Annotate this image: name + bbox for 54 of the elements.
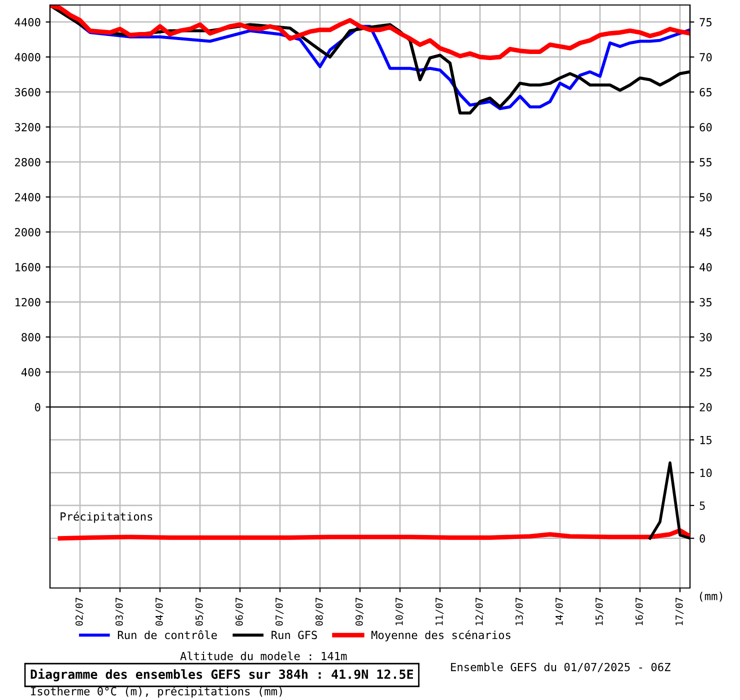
x-tick-label: 08/07 <box>315 598 324 626</box>
x-tick-label: 06/07 <box>235 598 244 626</box>
y-tick-label: 0 <box>700 534 705 543</box>
y-tick-label: 3600 <box>14 88 40 96</box>
x-tick-label: 07/07 <box>275 598 284 626</box>
y2-tick-label: 45 <box>700 228 712 236</box>
y2-tick-label: 50 <box>700 193 712 202</box>
y-tick-label: 400 <box>21 368 40 376</box>
legend-label: Run de contrôle <box>118 630 217 640</box>
x-tick-label: 04/07 <box>155 598 164 626</box>
y2-tick-label: 60 <box>700 123 712 132</box>
x-tick-label: 12/07 <box>475 598 484 626</box>
x-tick-label: 16/07 <box>635 598 644 626</box>
text: Isotherme 0°C (m), précipitations (mm) <box>31 686 282 698</box>
y2-tick-label: 55 <box>700 158 712 166</box>
x-tick-label: 10/07 <box>395 598 404 626</box>
y2-tick-label: 75 <box>700 18 712 26</box>
x-tick-label: 09/07 <box>355 598 364 626</box>
y-axis-title: (mm) <box>700 592 722 602</box>
y-tick-label: 1600 <box>16 262 40 272</box>
annotation: Précipitations <box>60 512 152 523</box>
y-tick-label: 10 <box>700 468 712 478</box>
x-tick-label: 17/07 <box>675 598 684 626</box>
x-tick-label: 05/07 <box>195 598 204 626</box>
y-tick-label: 2000 <box>15 228 40 236</box>
y-tick-label: 2800 <box>15 158 40 166</box>
y-tick-label: 15 <box>700 436 712 444</box>
x-tick-label: 11/07 <box>435 598 444 626</box>
text: Diagramme des ensembles GEFS sur 384h : 41.9N 12.5E <box>30 668 413 682</box>
x-tick-label: 14/07 <box>555 598 564 626</box>
y-tick-label: 0 <box>35 403 40 412</box>
y2-tick-label: 65 <box>700 88 712 96</box>
y-tick-label: 20 <box>700 403 712 412</box>
y2-tick-label: 30 <box>700 333 712 342</box>
y-tick-label: 3200 <box>14 122 40 132</box>
y2-tick-label: 25 <box>700 368 712 376</box>
legend-label: Run GFS <box>272 630 317 640</box>
y-tick-label: 4000 <box>14 52 40 62</box>
y2-tick-label: 70 <box>700 53 712 62</box>
y-tick-label: 1200 <box>16 298 40 306</box>
x-tick-label: 15/07 <box>595 598 604 626</box>
y-tick-label: 4400 <box>14 18 40 26</box>
y2-tick-label: 35 <box>700 298 712 306</box>
y-tick-label: 800 <box>22 333 40 342</box>
text: Altitude du modele : 141m <box>180 652 347 660</box>
x-tick-label: 02/07 <box>75 598 84 626</box>
legend-label: Moyenne des scénarios <box>371 630 510 642</box>
x-tick-label: 13/07 <box>515 598 524 626</box>
y-tick-label: 5 <box>700 502 705 510</box>
x-tick-label: 03/07 <box>115 598 124 626</box>
y-tick-label: 2400 <box>15 192 40 202</box>
text: Ensemble GEFS du 01/07/2025 - 06Z <box>451 662 670 672</box>
y2-tick-label: 40 <box>700 263 712 272</box>
line-series <box>58 528 690 541</box>
